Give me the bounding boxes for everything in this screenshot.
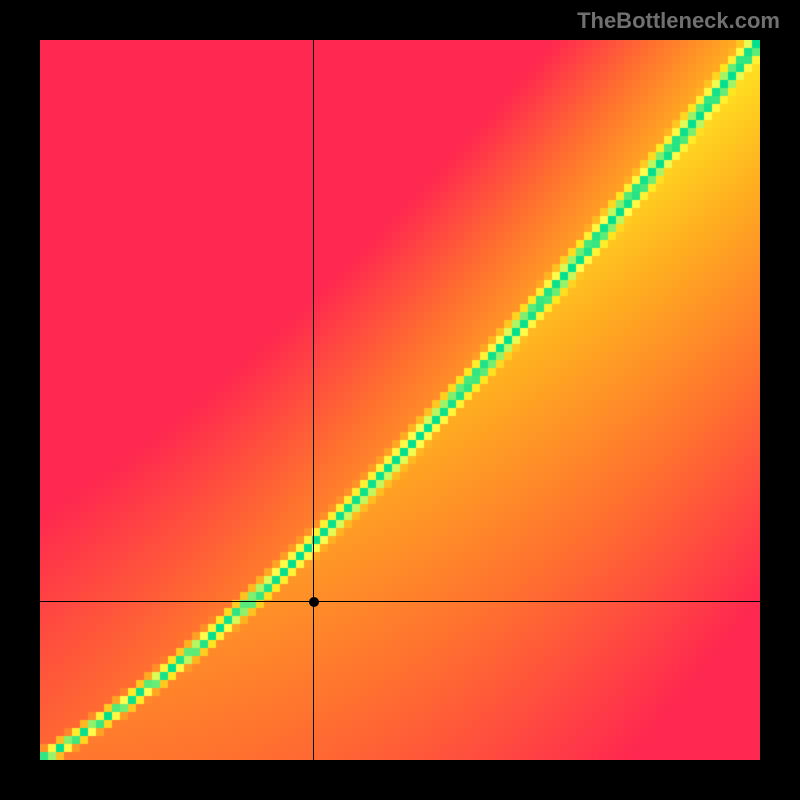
analysis-point <box>309 597 319 607</box>
watermark-text: TheBottleneck.com <box>577 8 780 34</box>
crosshair-horizontal-line <box>40 601 760 602</box>
crosshair-vertical-line <box>313 40 314 760</box>
chart-container: TheBottleneck.com <box>0 0 800 800</box>
heatmap-canvas <box>40 40 760 760</box>
